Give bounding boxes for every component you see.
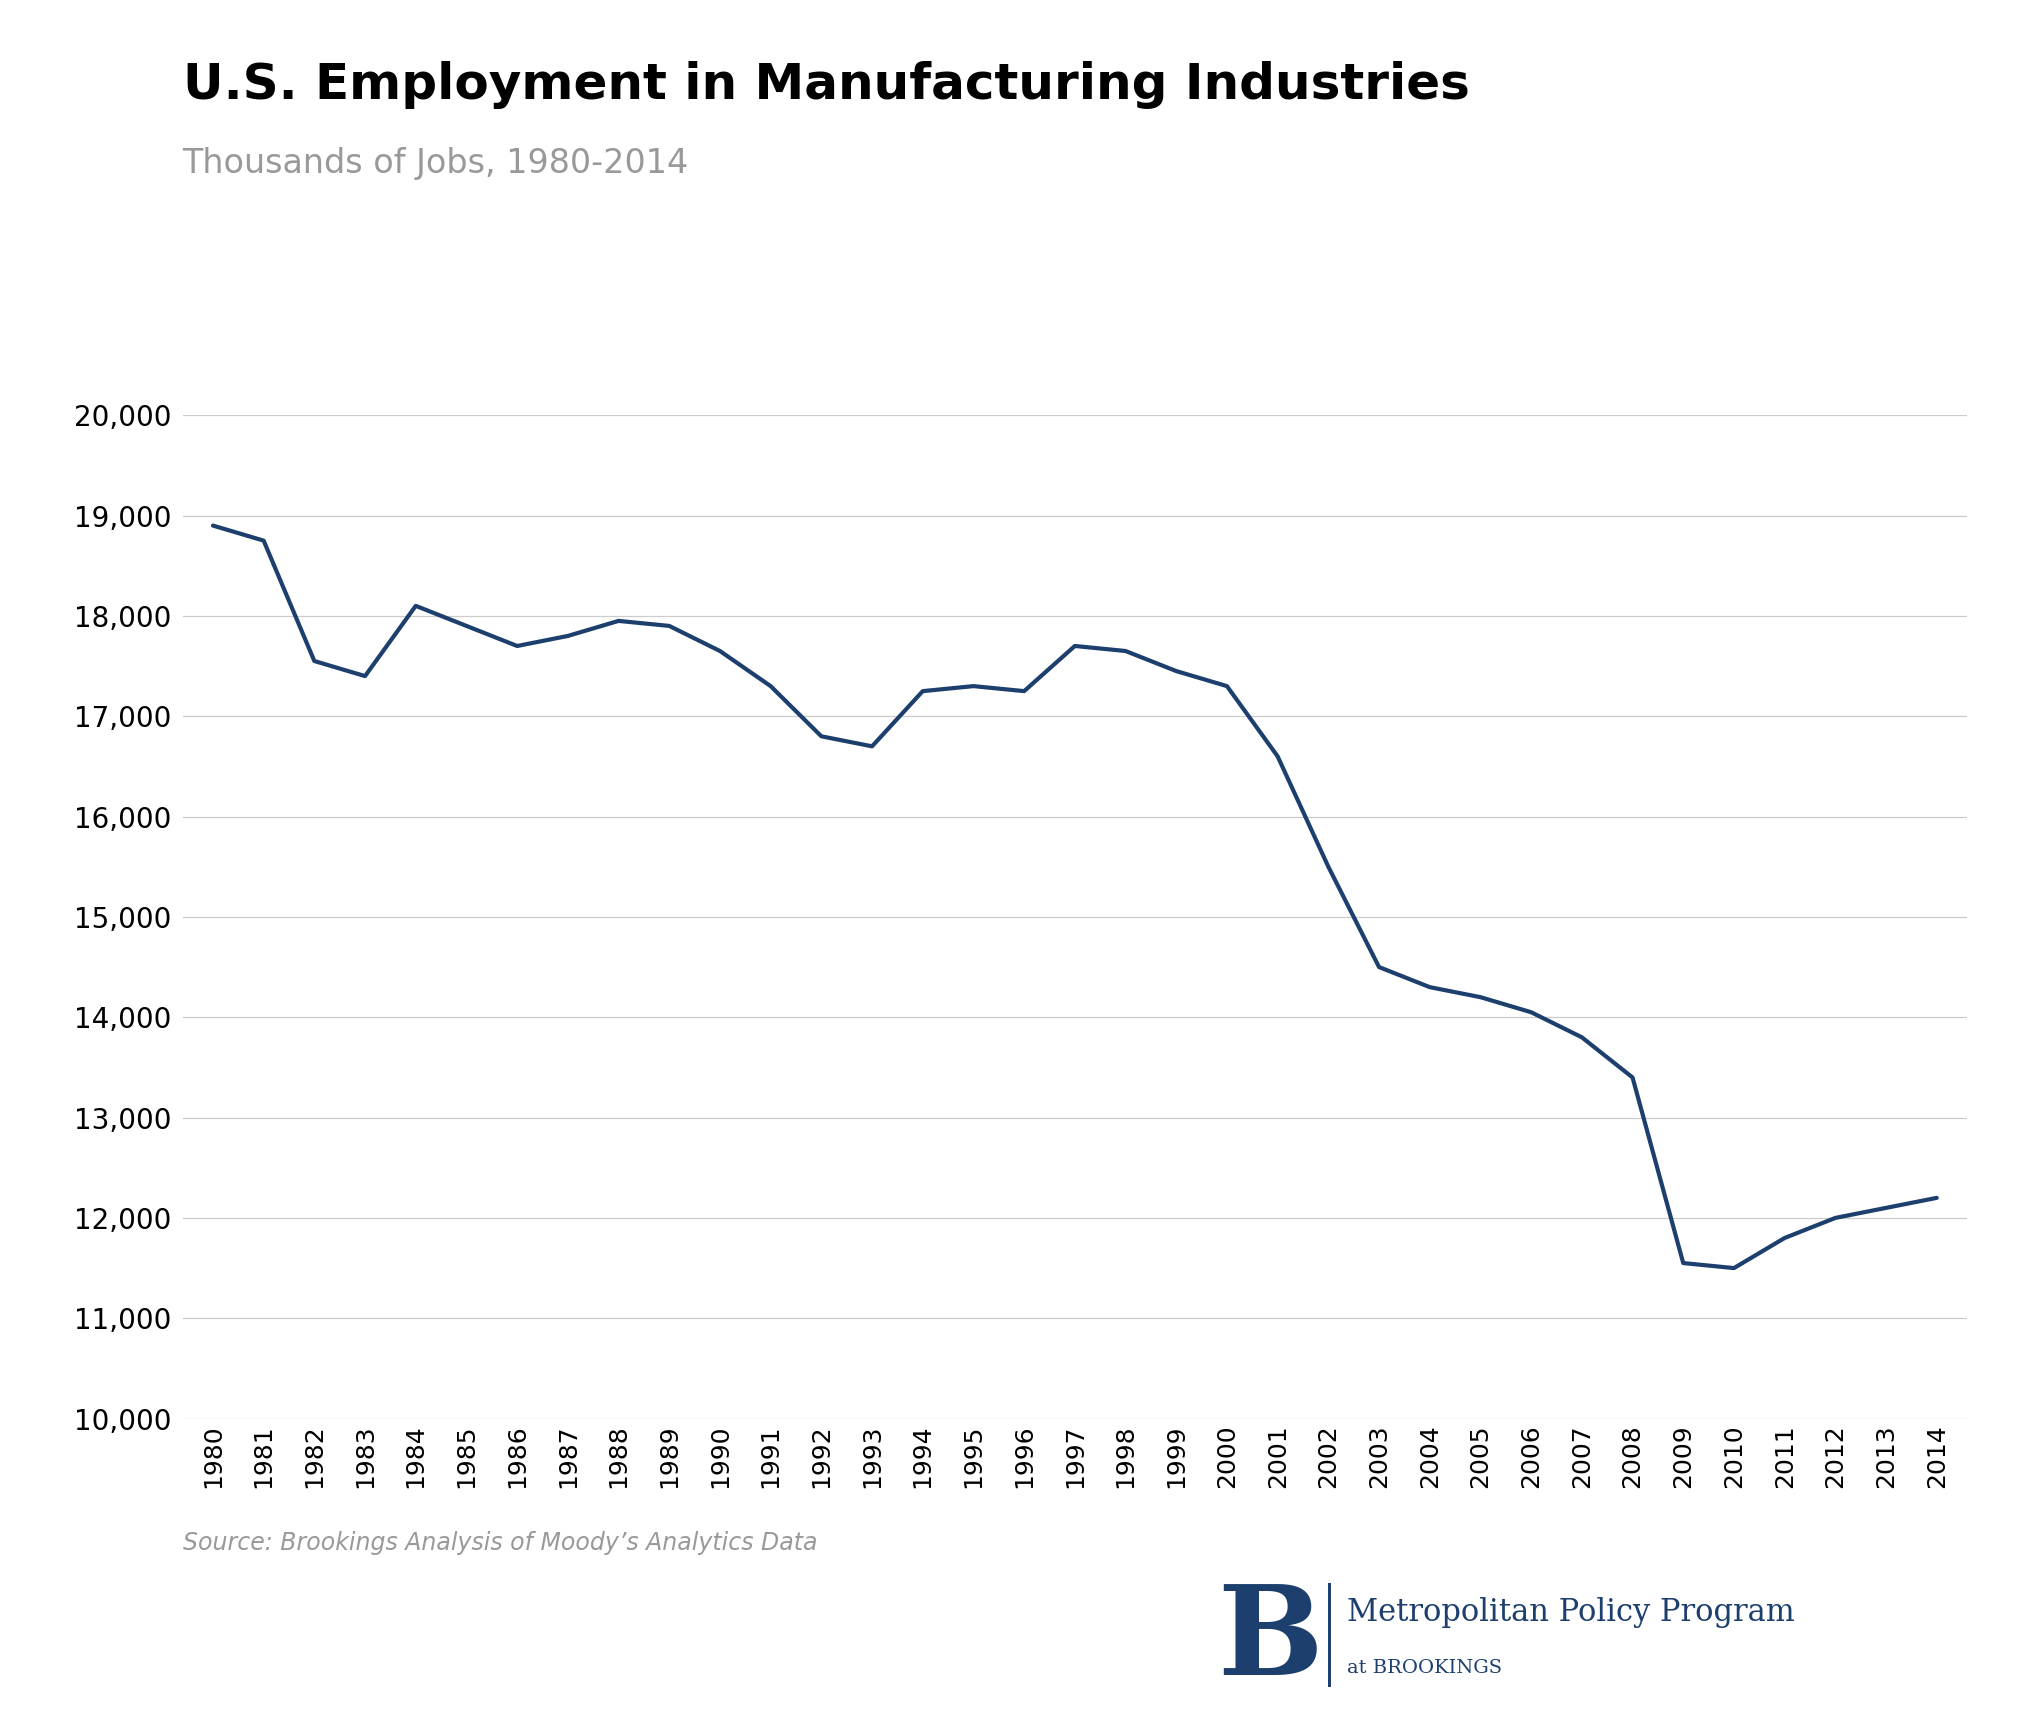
Text: Thousands of Jobs, 1980-2014: Thousands of Jobs, 1980-2014	[183, 147, 690, 180]
Text: Metropolitan Policy Program: Metropolitan Policy Program	[1347, 1597, 1795, 1628]
Text: U.S. Employment in Manufacturing Industries: U.S. Employment in Manufacturing Industr…	[183, 61, 1470, 109]
Text: at BROOKINGS: at BROOKINGS	[1347, 1659, 1501, 1676]
Text: Source: Brookings Analysis of Moody’s Analytics Data: Source: Brookings Analysis of Moody’s An…	[183, 1531, 817, 1555]
Text: B: B	[1217, 1579, 1322, 1701]
